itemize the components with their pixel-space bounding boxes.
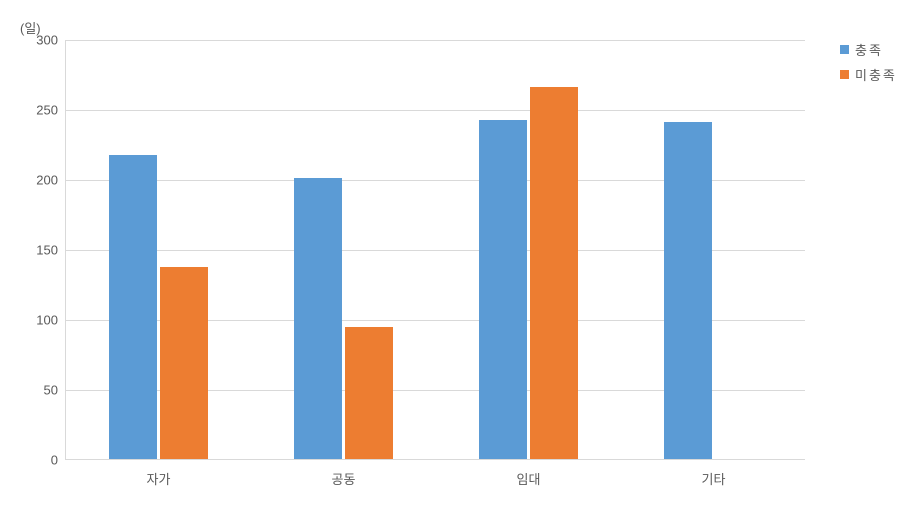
y-tick-label: 100 [36,313,58,328]
bar-chart: (일) 050100150200250300자가공동임대기타 충족미충족 [10,10,902,495]
plot-area: 050100150200250300자가공동임대기타 [65,40,805,460]
bar [345,327,393,459]
bar [109,155,157,459]
gridline [66,110,805,111]
legend-swatch [840,70,849,79]
legend: 충족미충족 [840,40,897,90]
bar [530,87,578,459]
x-tick-label: 기타 [702,469,726,488]
y-tick-label: 50 [44,383,58,398]
x-tick-label: 자가 [147,469,171,488]
y-tick-label: 200 [36,173,58,188]
bar [479,120,527,459]
bar [294,178,342,459]
x-tick-label: 공동 [332,469,356,488]
bar [160,267,208,459]
y-tick-label: 150 [36,243,58,258]
legend-item: 충족 [840,40,897,59]
y-tick-label: 250 [36,103,58,118]
y-tick-label: 300 [36,33,58,48]
y-tick-label: 0 [51,453,58,468]
legend-label: 충족 [855,40,883,59]
legend-swatch [840,45,849,54]
legend-label: 미충족 [855,65,897,84]
x-tick-label: 임대 [517,469,541,488]
bar [664,122,712,459]
legend-item: 미충족 [840,65,897,84]
gridline [66,40,805,41]
